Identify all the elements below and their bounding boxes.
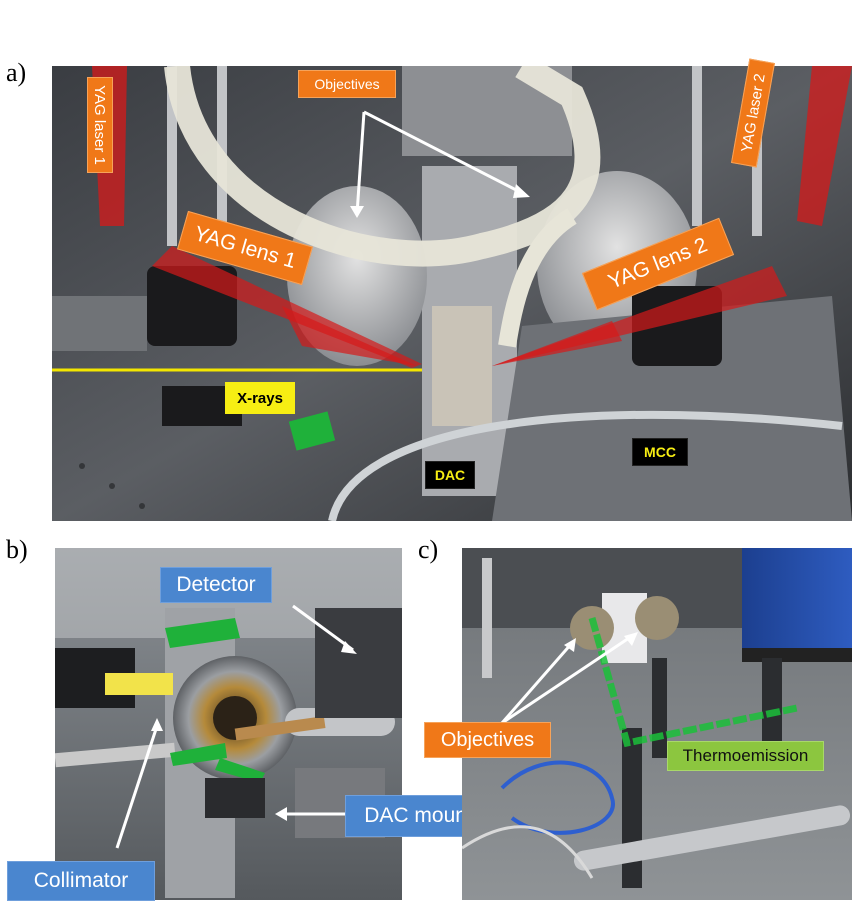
panel-c-letter: c) — [418, 535, 438, 565]
panel-a-photo-drawing — [52, 66, 852, 521]
dac-label: DAC — [425, 461, 475, 489]
xrays-label: X-rays — [225, 382, 295, 414]
mcc-text: MCC — [644, 444, 676, 460]
detector-label: Detector — [160, 567, 272, 603]
panel-a-photo — [52, 66, 852, 521]
xrays-text: X-rays — [237, 390, 283, 407]
collimator-text: Collimator — [34, 869, 129, 893]
panel-a-letter: a) — [6, 58, 26, 88]
detector-text: Detector — [176, 573, 255, 597]
objectives-label-a: Objectives — [298, 70, 396, 98]
objectives-label-c: Objectives — [424, 722, 551, 758]
panel-b-letter: b) — [6, 535, 28, 565]
mcc-label: MCC — [632, 438, 688, 466]
objectives-text-c: Objectives — [441, 729, 534, 752]
yag-laser-1-text: YAG laser 1 — [92, 85, 109, 165]
dac-mount-text: DAC mount — [364, 804, 473, 828]
yag-laser-1-label: YAG laser 1 — [87, 77, 113, 173]
objectives-text-a: Objectives — [314, 76, 379, 92]
collimator-label: Collimator — [7, 861, 155, 901]
thermoemission-text: Thermoemission — [683, 746, 809, 766]
dac-text: DAC — [435, 467, 465, 483]
thermoemission-label: Thermoemission — [667, 741, 824, 771]
